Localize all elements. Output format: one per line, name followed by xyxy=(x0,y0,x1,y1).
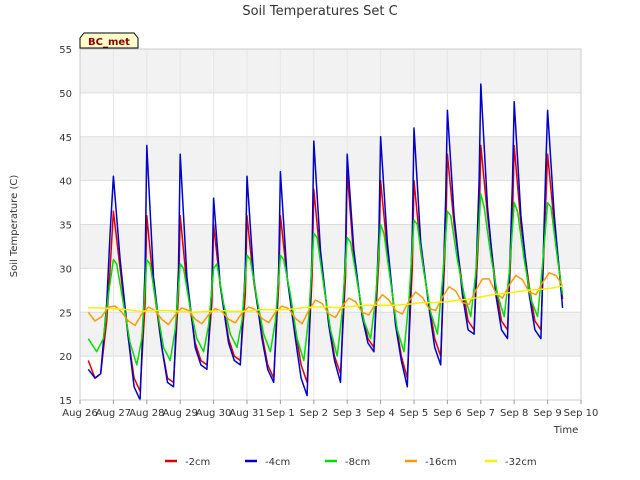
y-tick-label: 15 xyxy=(59,396,72,407)
series-line-16cm xyxy=(87,272,564,327)
chart-title: Soil Temperatures Set C xyxy=(242,4,397,19)
series-line-8cm xyxy=(87,193,564,366)
y-tick-label: 40 xyxy=(59,177,72,188)
series-line-32cm xyxy=(88,285,563,314)
legend-item: -4cm xyxy=(245,457,290,468)
y-tick-label: 50 xyxy=(59,89,72,100)
x-tick-label: Aug 29 xyxy=(162,408,197,419)
x-tick-label: Aug 28 xyxy=(129,408,164,419)
y-tick-label: 25 xyxy=(59,308,72,319)
plot-band xyxy=(80,92,581,137)
x-tick-label: Sep 7 xyxy=(467,408,495,419)
plot-background xyxy=(80,49,581,400)
x-tick-label: Sep 1 xyxy=(266,408,294,419)
plot-band xyxy=(80,136,581,181)
x-tick-label: Sep 3 xyxy=(333,408,361,419)
y-tick-labels: 15 20 25 30 35 40 45 50 55 xyxy=(59,45,72,407)
legend-item: -8cm xyxy=(325,457,370,468)
legend-item: -16cm xyxy=(405,457,457,468)
plot-frame xyxy=(79,48,582,401)
y-axis-label: Soil Temperature (C) xyxy=(9,175,20,278)
legend-item: -2cm xyxy=(165,457,210,468)
plot-band xyxy=(80,356,581,400)
y-tick-label: 45 xyxy=(59,133,72,144)
x-tick-label: Aug 27 xyxy=(96,408,131,419)
x-tick-label: Sep 2 xyxy=(300,408,328,419)
x-tick-label: Sep 5 xyxy=(400,408,428,419)
y-tick-label: 30 xyxy=(59,264,72,275)
series-lines xyxy=(87,83,564,401)
station-badge: BC_met xyxy=(79,32,139,49)
x-tick-label: Aug 31 xyxy=(229,408,264,419)
legend-label: -2cm xyxy=(185,457,210,468)
legend: -2cm -4cm -8cm -16cm -32cm xyxy=(165,457,537,468)
x-axis-label: Time xyxy=(553,425,578,436)
x-tick-label: Aug 30 xyxy=(196,408,231,419)
plot-band xyxy=(80,180,581,225)
x-tick-label: Aug 26 xyxy=(62,408,97,419)
plot-band xyxy=(80,49,581,93)
x-tick-label: Sep 8 xyxy=(500,408,528,419)
x-tick-label: Sep 9 xyxy=(533,408,561,419)
y-tick-label: 20 xyxy=(59,352,72,363)
x-tick-label: Sep 4 xyxy=(366,408,394,419)
legend-label: -32cm xyxy=(505,457,537,468)
x-tick-label: Sep 6 xyxy=(433,408,461,419)
legend-label: -16cm xyxy=(425,457,457,468)
x-tick-label: Sep 10 xyxy=(564,408,599,419)
legend-label: -4cm xyxy=(265,457,290,468)
station-badge-label: BC_met xyxy=(88,37,130,48)
station-badge-box xyxy=(79,32,139,49)
plot-band xyxy=(80,224,581,269)
y-tick-label: 55 xyxy=(59,45,72,56)
legend-item: -32cm xyxy=(485,457,537,468)
axes xyxy=(79,48,582,401)
legend-label: -8cm xyxy=(345,457,370,468)
y-tick-label: 35 xyxy=(59,221,72,232)
